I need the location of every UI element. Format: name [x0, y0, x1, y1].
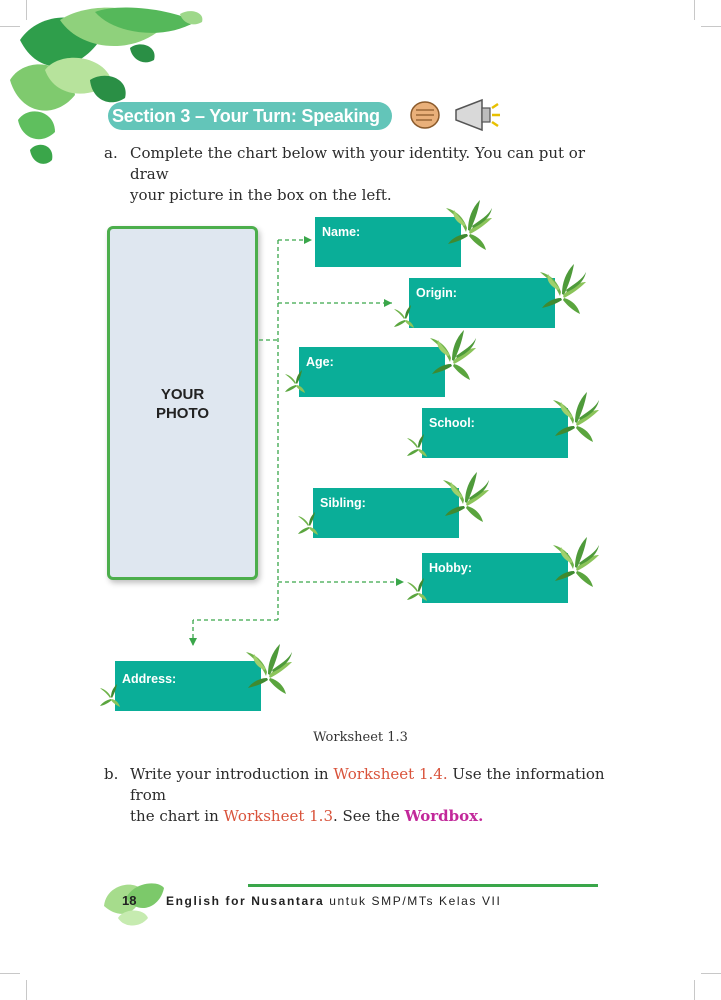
plant-icon: [407, 434, 427, 457]
field-age-label: Age:: [306, 355, 334, 369]
crop-mark: [26, 980, 27, 1000]
plant-icon: [446, 200, 492, 250]
photo-label-line1: YOUR: [160, 386, 205, 403]
speaking-fist-icon: [410, 101, 440, 129]
plant-icon: [407, 578, 427, 601]
field-name[interactable]: Name:: [315, 217, 461, 267]
plant-icon: [553, 392, 599, 442]
crop-mark: [694, 980, 695, 1000]
field-sibling[interactable]: Sibling:: [313, 488, 459, 538]
instruction-b-text-part: . See the: [332, 807, 405, 825]
crop-mark: [0, 26, 20, 27]
photo-label-line2: PHOTO: [155, 405, 210, 422]
photo-box[interactable]: [107, 226, 258, 580]
book-title-bold: English for Nusantara: [166, 894, 325, 908]
plant-icon: [285, 370, 305, 393]
leaf-decoration: [10, 7, 203, 164]
footer-rule: [248, 884, 598, 887]
field-school[interactable]: School:: [422, 408, 568, 458]
wordbox-link[interactable]: Wordbox.: [404, 807, 484, 825]
plant-icon: [100, 684, 120, 707]
list-marker: b.: [104, 765, 119, 783]
field-origin[interactable]: Origin:: [409, 278, 555, 328]
book-title: English for Nusantara untuk SMP/MTs Kela…: [166, 894, 501, 908]
field-hobby-label: Hobby:: [429, 561, 473, 575]
instruction-a: a. Complete the chart below with your id…: [104, 143, 624, 204]
instruction-a-line2: your picture in the box on the left.: [130, 186, 392, 204]
book-title-rest: untuk SMP/MTs Kelas VII: [324, 894, 502, 908]
page-number: 18: [122, 893, 137, 908]
instruction-b: b. Write your introduction in Worksheet …: [104, 764, 624, 825]
plant-icon: [430, 330, 476, 380]
worksheet-caption: Worksheet 1.3: [313, 730, 408, 745]
section-title: Section 3 – Your Turn: Speaking: [108, 102, 392, 130]
plant-icon: [443, 472, 489, 522]
instruction-a-text: Complete the chart below with your ident…: [130, 143, 624, 206]
crop-mark: [26, 0, 27, 20]
field-hobby[interactable]: Hobby:: [422, 553, 568, 603]
plant-icon: [246, 644, 292, 694]
crop-mark: [701, 973, 721, 974]
instruction-a-line1: Complete the chart below with your ident…: [130, 144, 585, 183]
footer-leaf-icon: [104, 883, 164, 926]
instruction-b-text-part: the chart in: [130, 807, 224, 825]
photo-label: YOUR PHOTO: [107, 385, 258, 423]
plant-icon: [540, 264, 586, 314]
plant-icon: [298, 512, 318, 535]
field-origin-label: Origin:: [416, 286, 457, 300]
instruction-b-text: Write your introduction in Worksheet 1.4…: [130, 764, 624, 827]
instruction-b-text-part: Write your introduction in: [130, 765, 334, 783]
field-name-label: Name:: [322, 225, 361, 239]
field-age[interactable]: Age:: [299, 347, 445, 397]
instruction-b-text-part: Use the information from: [130, 765, 605, 804]
field-school-label: School:: [429, 416, 475, 430]
plant-icon: [553, 537, 599, 587]
worksheet-1-4-link[interactable]: Worksheet 1.4.: [333, 765, 448, 783]
field-sibling-label: Sibling:: [320, 496, 366, 510]
megaphone-icon: [455, 98, 500, 132]
crop-mark: [0, 973, 20, 974]
field-address-label: Address:: [122, 672, 177, 686]
crop-mark: [701, 26, 721, 27]
list-marker: a.: [104, 144, 118, 162]
crop-mark: [694, 0, 695, 20]
plant-icon: [394, 305, 414, 328]
worksheet-1-3-link[interactable]: Worksheet 1.3: [223, 807, 333, 825]
field-address[interactable]: Address:: [115, 661, 261, 711]
